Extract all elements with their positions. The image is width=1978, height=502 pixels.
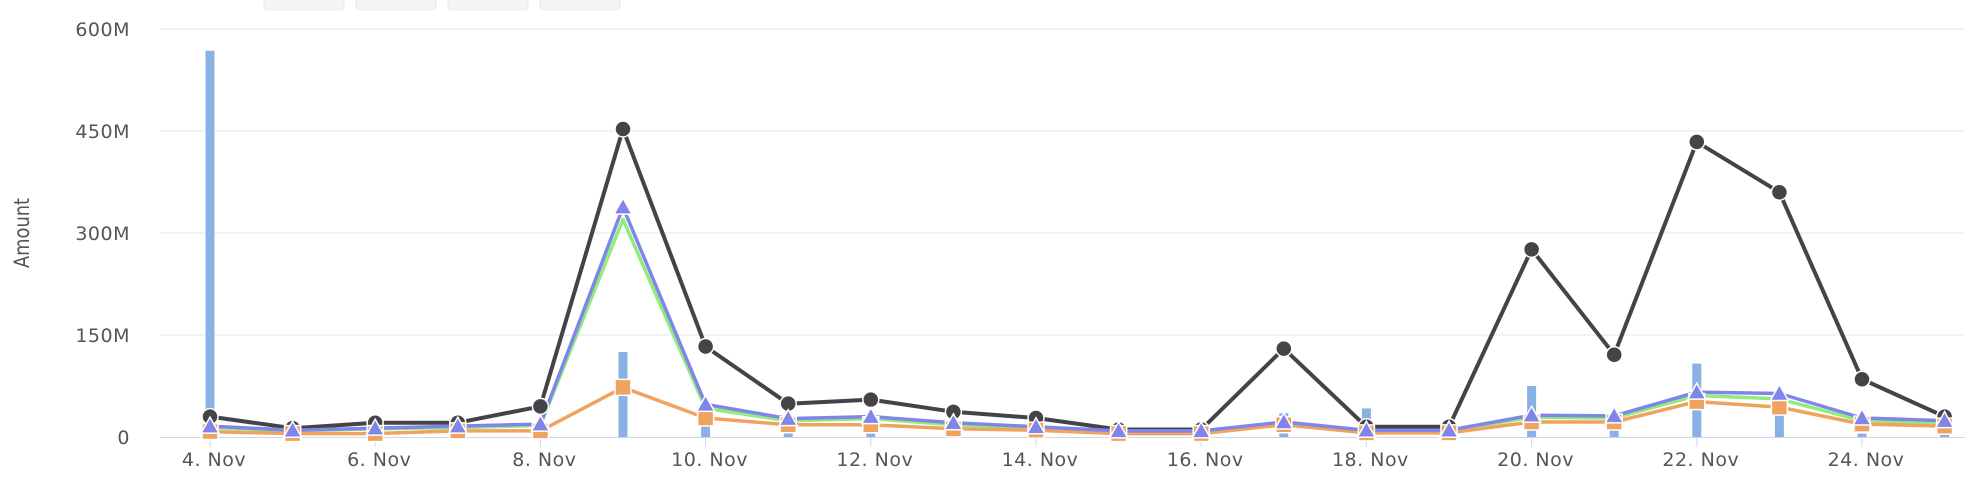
x-tick-label: 18. Nov bbox=[1332, 449, 1409, 471]
data-point bbox=[1686, 381, 1708, 400]
data-point bbox=[1522, 240, 1541, 259]
data-point bbox=[1521, 404, 1542, 423]
data-point bbox=[862, 390, 880, 409]
legend-item[interactable] bbox=[447, 0, 529, 11]
data-point bbox=[696, 409, 715, 427]
column-series bbox=[205, 50, 1950, 437]
legend-item[interactable] bbox=[355, 0, 437, 11]
data-point bbox=[1275, 339, 1293, 358]
data-point bbox=[364, 417, 386, 436]
x-tick-label: 6. Nov bbox=[347, 449, 411, 471]
x-tick-label: 24. Nov bbox=[1828, 449, 1905, 471]
data-point bbox=[282, 419, 303, 438]
data-point bbox=[1769, 382, 1790, 402]
data-point bbox=[1605, 345, 1623, 364]
data-point bbox=[614, 120, 632, 138]
data-point bbox=[1851, 407, 1873, 426]
x-tick-label: 20. Nov bbox=[1497, 449, 1574, 471]
x-tick-label: 12. Nov bbox=[836, 449, 913, 471]
column-bar bbox=[205, 50, 215, 437]
series-markers bbox=[199, 120, 1955, 443]
column-bar bbox=[783, 430, 793, 437]
data-point bbox=[1934, 410, 1955, 429]
column-bar bbox=[701, 422, 711, 437]
series-line bbox=[209, 205, 1945, 433]
legend-partial bbox=[263, 0, 621, 11]
y-tick-label: 150M bbox=[75, 325, 130, 347]
data-point bbox=[614, 378, 632, 397]
legend-item[interactable] bbox=[539, 0, 621, 11]
data-point bbox=[1190, 420, 1212, 439]
data-point bbox=[1438, 419, 1460, 438]
x-axis-ticks: 4. Nov 6. Nov 8. Nov 10. Nov 12. Nov 14. Nov 1… bbox=[182, 437, 1905, 471]
x-tick-label: 22. Nov bbox=[1662, 449, 1739, 471]
column-bar bbox=[1774, 411, 1784, 437]
y-tick-label: 600M bbox=[75, 19, 130, 41]
series-line bbox=[209, 127, 1946, 432]
data-point bbox=[199, 415, 221, 434]
data-point bbox=[1356, 419, 1377, 438]
data-point bbox=[1853, 370, 1871, 388]
data-point bbox=[531, 397, 550, 416]
y-tick-label: 450M bbox=[75, 121, 130, 143]
column-bar bbox=[866, 433, 876, 437]
data-point bbox=[777, 408, 799, 427]
data-point bbox=[1688, 133, 1706, 151]
data-point bbox=[1025, 416, 1047, 435]
y-tick-label: 0 bbox=[117, 427, 130, 449]
data-point bbox=[447, 415, 469, 434]
x-tick-label: 8. Nov bbox=[512, 449, 576, 471]
x-tick-label: 10. Nov bbox=[671, 449, 748, 471]
y-tick-label: 300M bbox=[75, 223, 130, 245]
x-tick-label: 4. Nov bbox=[182, 449, 246, 471]
data-point bbox=[1273, 411, 1295, 430]
column-bar bbox=[1857, 433, 1867, 437]
data-point bbox=[695, 393, 716, 413]
y-axis-ticks: 0 150M 300M 450M 600M bbox=[75, 19, 130, 449]
data-point bbox=[1770, 398, 1789, 416]
data-point bbox=[1603, 405, 1625, 424]
data-point bbox=[1770, 183, 1789, 201]
data-point bbox=[1108, 420, 1129, 439]
line-series bbox=[209, 127, 1946, 436]
data-point bbox=[943, 412, 964, 431]
series-line bbox=[209, 217, 1945, 434]
legend-item[interactable] bbox=[263, 0, 345, 11]
series-line bbox=[209, 385, 1945, 436]
x-tick-label: 14. Nov bbox=[1002, 449, 1079, 471]
data-point bbox=[696, 337, 715, 356]
column-bar bbox=[1609, 424, 1619, 437]
y-axis-title: Amount bbox=[10, 198, 35, 268]
data-point bbox=[530, 413, 551, 432]
x-tick-label: 16. Nov bbox=[1167, 449, 1244, 471]
data-point bbox=[860, 406, 882, 425]
data-point bbox=[612, 196, 634, 215]
